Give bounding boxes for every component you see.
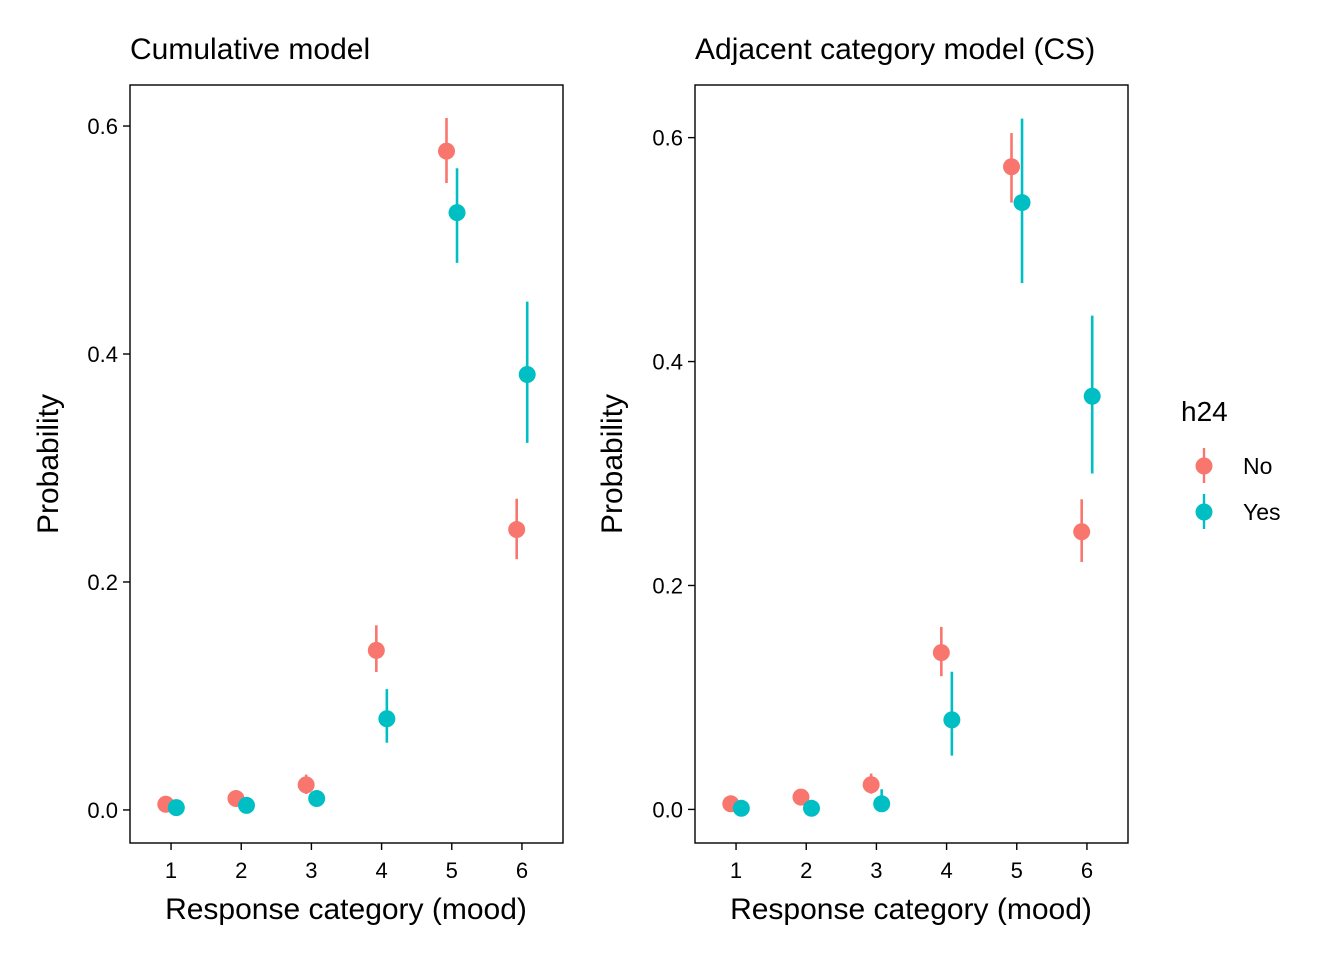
x-axis-title: Response category (mood) [165, 893, 527, 926]
point-yes-cat-2 [802, 799, 820, 817]
point-yes-cat-1 [167, 799, 185, 817]
y-tick-label: 0.4 [87, 342, 118, 367]
plot-border [694, 84, 1129, 844]
x-tick-label: 3 [870, 858, 882, 883]
panel-cumulative-model: Cumulative model 0.0 0.2 0.4 0.6 1 2 3 4 5 6 Res… [32, 33, 564, 926]
point-yes-cat-5 [1013, 194, 1031, 212]
x-tick-label: 3 [305, 858, 317, 883]
point-yes-cat-3 [873, 795, 891, 813]
x-tick-label: 4 [940, 858, 952, 883]
panel-title: Adjacent category model (CS) [695, 33, 1095, 66]
point-yes-cat-1 [732, 799, 750, 817]
y-tick-label: 0.6 [652, 126, 683, 151]
x-tick-label: 6 [516, 858, 528, 883]
x-tick-label: 1 [165, 858, 177, 883]
point-yes-cat-2 [237, 796, 255, 814]
x-tick-label: 2 [235, 858, 247, 883]
x-axis: 1 2 3 4 5 6 [165, 843, 528, 883]
legend-item-no: No [1195, 448, 1272, 483]
legend: h24 No Yes [1181, 396, 1281, 529]
point-yes-cat-4 [378, 710, 396, 728]
y-axis-title: Probability [596, 394, 629, 534]
x-axis-title: Response category (mood) [730, 893, 1092, 926]
point-no-cat-2 [792, 788, 810, 806]
x-tick-label: 6 [1081, 858, 1093, 883]
point-no-cat-3 [862, 776, 880, 794]
y-axis: 0.0 0.2 0.4 0.6 [87, 114, 130, 823]
point-no-cat-6 [508, 521, 526, 539]
plot-border [129, 84, 564, 844]
legend-label: No [1243, 453, 1272, 479]
x-tick-label: 5 [446, 858, 458, 883]
point-no-cat-5 [438, 142, 456, 160]
point-yes-cat-4 [943, 711, 961, 729]
y-tick-label: 0.2 [652, 573, 683, 598]
y-axis-title: Probability [32, 394, 65, 534]
point-no-cat-3 [297, 776, 315, 794]
x-tick-label: 5 [1011, 858, 1023, 883]
legend-title: h24 [1181, 396, 1228, 427]
point-yes-cat-6 [1083, 387, 1101, 405]
point-no-cat-4 [367, 641, 385, 659]
point-no-cat-4 [932, 644, 950, 662]
y-tick-label: 0.2 [87, 570, 118, 595]
y-axis: 0.0 0.2 0.4 0.6 [652, 126, 695, 822]
data-marks [157, 118, 536, 817]
legend-key-point [1195, 503, 1213, 521]
y-tick-label: 0.0 [652, 797, 683, 822]
x-tick-label: 2 [800, 858, 812, 883]
x-tick-label: 1 [730, 858, 742, 883]
y-tick-label: 0.0 [87, 798, 118, 823]
y-tick-label: 0.6 [87, 114, 118, 139]
point-yes-cat-3 [308, 790, 326, 808]
point-no-cat-6 [1073, 523, 1091, 541]
data-marks [722, 118, 1101, 817]
point-yes-cat-5 [448, 204, 466, 222]
panel-title: Cumulative model [130, 33, 370, 66]
x-axis: 1 2 3 4 5 6 [730, 843, 1093, 883]
point-yes-cat-6 [518, 366, 536, 384]
point-no-cat-5 [1003, 158, 1021, 176]
legend-label: Yes [1243, 499, 1281, 525]
legend-key-point [1195, 457, 1213, 475]
legend-item-yes: Yes [1195, 494, 1281, 529]
y-tick-label: 0.4 [652, 350, 683, 375]
panel-adjacent-category-model: Adjacent category model (CS) 0.00.20.40.… [596, 33, 1129, 926]
x-tick-label: 4 [375, 858, 387, 883]
